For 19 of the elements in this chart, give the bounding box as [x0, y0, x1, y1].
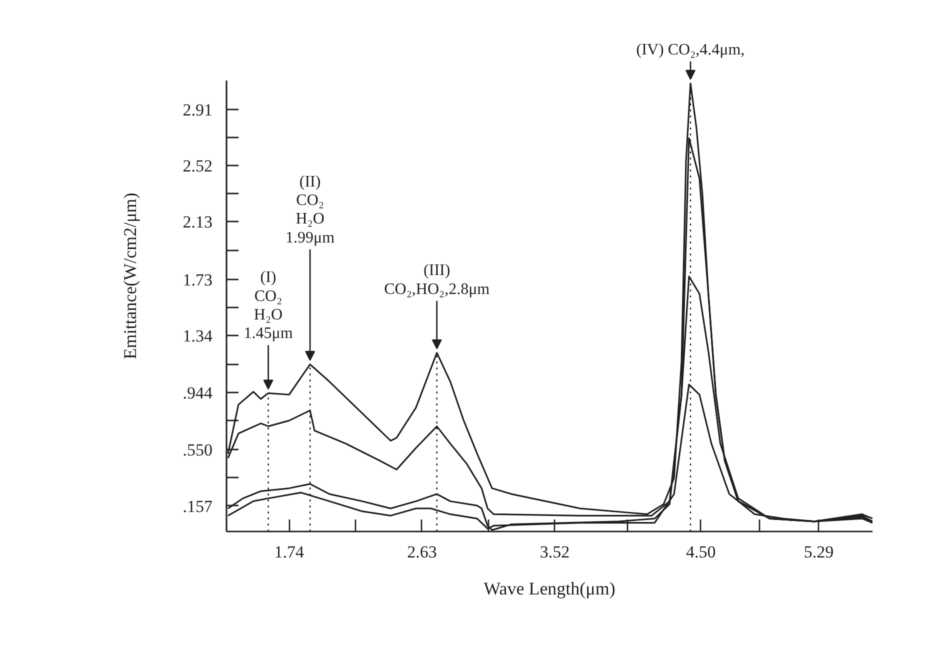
y-tick-label: .550 [182, 440, 212, 460]
y-tick-label: 1.73 [182, 270, 212, 290]
annotation: (II) CO₂ H₂O 1.99μm [286, 173, 336, 246]
y-tick-label: 2.13 [182, 212, 212, 232]
x-tick-label: 2.63 [407, 542, 437, 562]
y-tick-label: 2.52 [182, 156, 212, 176]
y-axis-title: Emittance(W/cm2/μm) [120, 192, 140, 360]
x-tick-label: 1.74 [274, 542, 305, 562]
y-tick-label: 1.34 [182, 326, 213, 346]
y-tick-label: .944 [182, 384, 213, 403]
x-axis-title: Wave Length(μm) [484, 578, 616, 598]
x-tick-label: 3.52 [540, 542, 570, 562]
y-tick-label: .157 [182, 496, 213, 516]
x-tick-label: 5.29 [804, 542, 834, 562]
annotation: (IV) CO₂,4.4μm, [636, 41, 745, 58]
text: 4.50 [686, 542, 716, 562]
y-tick-label: 2.91 [182, 100, 212, 120]
annotation: (III) CO₂,HO₂,2.8μm [384, 262, 490, 298]
annotation: (I) CO₂ H₂O 1.45μm [244, 269, 294, 342]
